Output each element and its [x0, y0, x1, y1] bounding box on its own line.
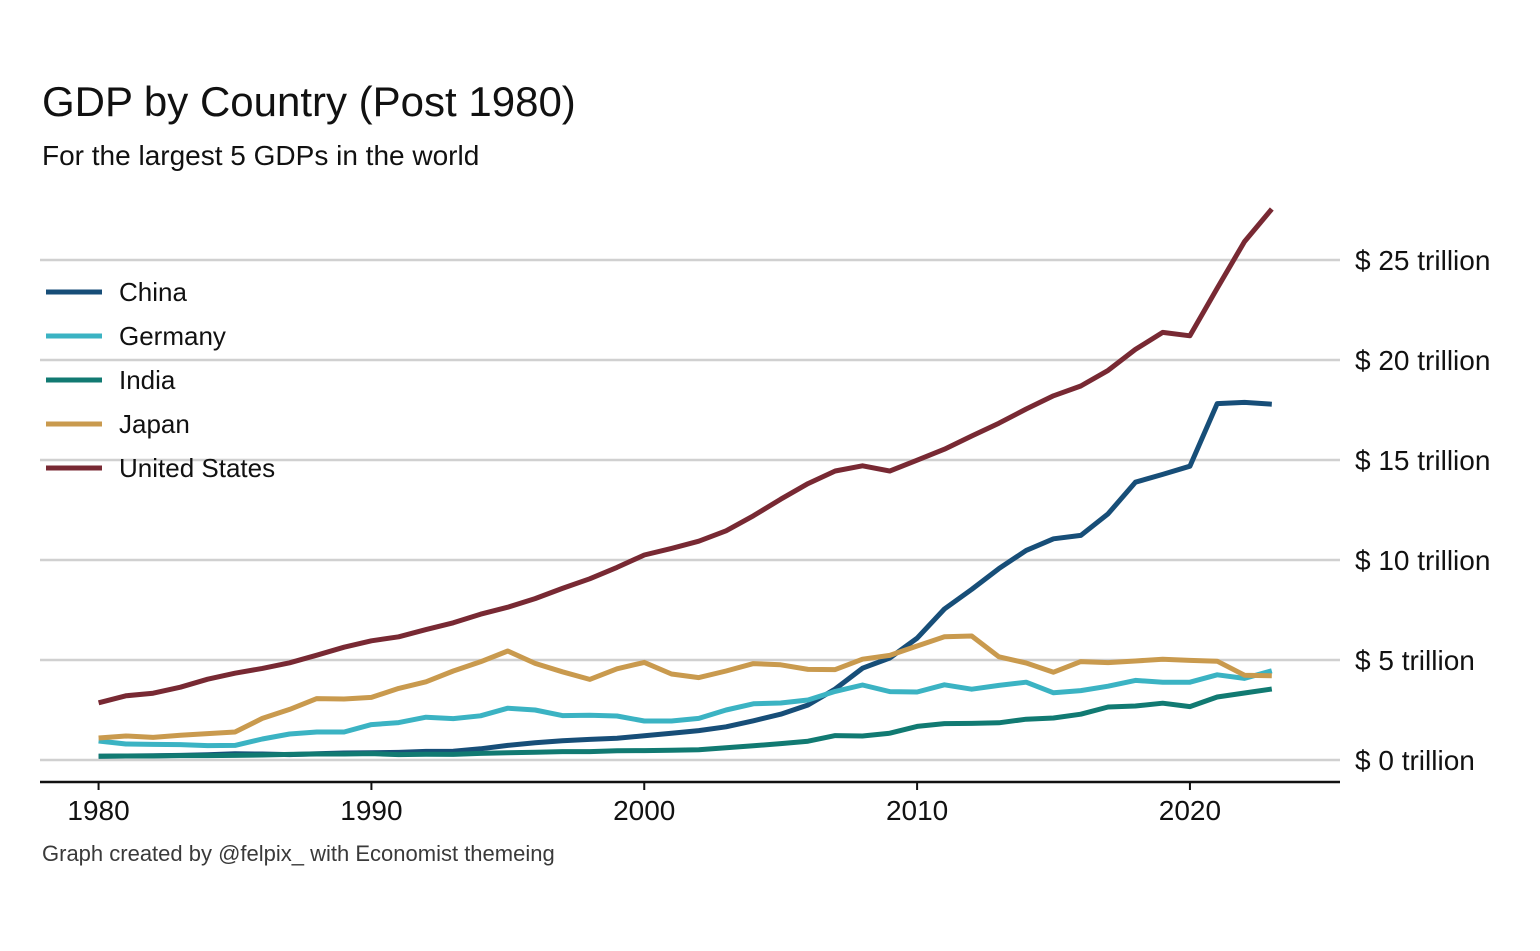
- legend-label: Japan: [119, 409, 190, 439]
- chart-title: GDP by Country (Post 1980): [42, 78, 576, 125]
- x-tick-label: 1990: [340, 795, 402, 826]
- y-tick-label: $ 0 trillion: [1355, 745, 1475, 776]
- y-tick-label: $ 5 trillion: [1355, 645, 1475, 676]
- series-line-germany: [98, 668, 1273, 749]
- y-tick-label: $ 15 trillion: [1355, 445, 1490, 476]
- x-tick-label: 2000: [613, 795, 675, 826]
- y-tick-label: $ 10 trillion: [1355, 545, 1490, 576]
- series-line-united-states: [97, 207, 1274, 706]
- series-line-japan: [98, 633, 1272, 741]
- series-lines: [97, 207, 1274, 759]
- gridlines: [40, 258, 1340, 762]
- chart-caption: Graph created by @felpix_ with Economist…: [42, 841, 555, 866]
- y-tick-label: $ 20 trillion: [1355, 345, 1490, 376]
- y-axis: $ 0 trillion $ 5 trillion $ 10 trillion $ 1…: [1355, 245, 1490, 776]
- x-tick-label: 1980: [67, 795, 129, 826]
- x-tick-label: 2010: [886, 795, 948, 826]
- x-axis: 1980 1990 2000 2010 2020: [40, 780, 1340, 826]
- legend-label: India: [119, 365, 176, 395]
- series-line-india: [98, 686, 1273, 759]
- legend-label: United States: [119, 453, 275, 483]
- legend-label: China: [119, 277, 187, 307]
- legend-label: Germany: [119, 321, 226, 351]
- legend: China Germany India Japan United States: [46, 277, 275, 483]
- y-tick-label: $ 25 trillion: [1355, 245, 1490, 276]
- chart-subtitle: For the largest 5 GDPs in the world: [42, 140, 480, 171]
- x-tick-label: 2020: [1159, 795, 1221, 826]
